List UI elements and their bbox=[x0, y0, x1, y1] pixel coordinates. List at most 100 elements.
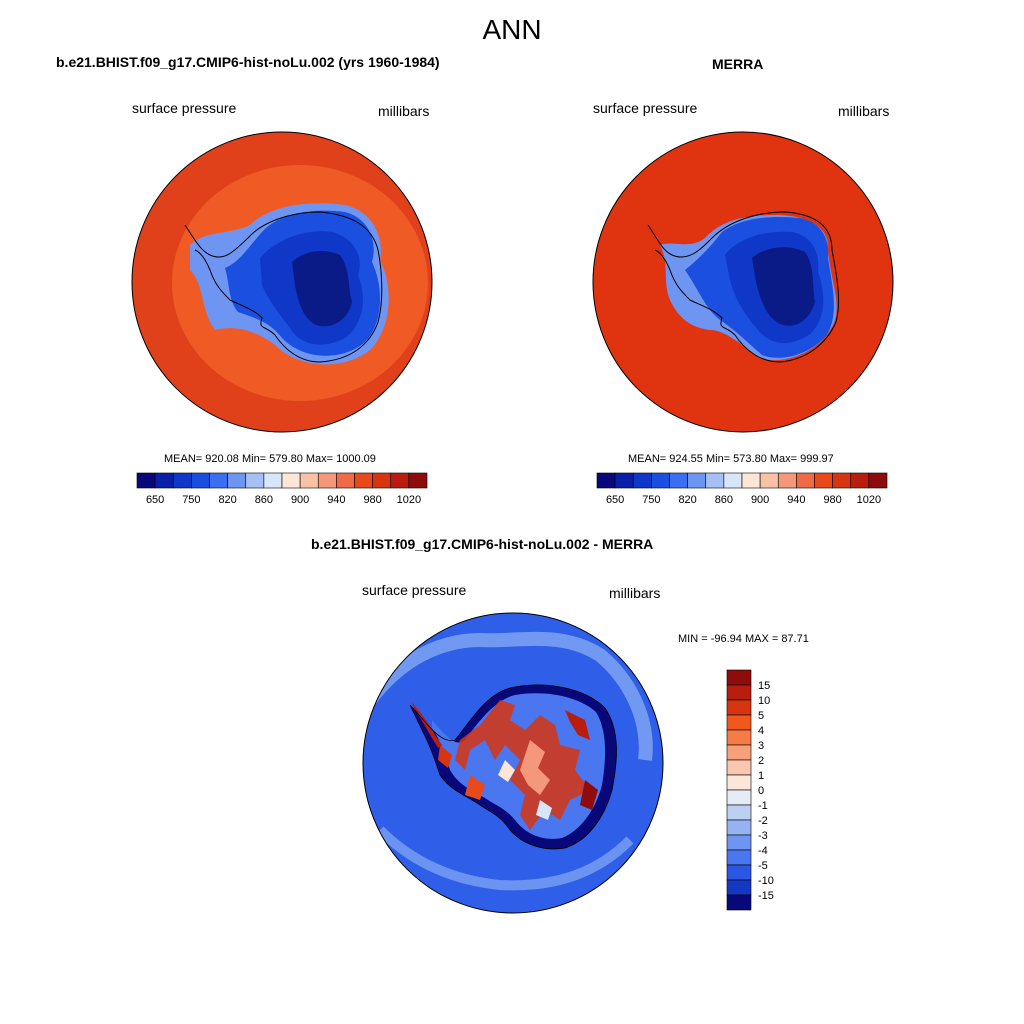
model-colorbar-box bbox=[263, 472, 283, 489]
diff-colorbar-tick-label: 10 bbox=[758, 695, 770, 707]
obs-colorbar-tick-label: 980 bbox=[823, 494, 841, 506]
model-polar-map bbox=[132, 132, 432, 432]
diff-colorbar-tick-label: -2 bbox=[758, 815, 768, 827]
diff-colorbar-tick-label: 3 bbox=[758, 740, 764, 752]
diff-colorbar-box bbox=[726, 879, 752, 896]
model-colorbar-box bbox=[172, 472, 192, 489]
obs-colorbar-tick-label: 820 bbox=[678, 494, 696, 506]
diff-colorbar-box bbox=[726, 819, 752, 836]
model-colorbar-box bbox=[317, 472, 337, 489]
diff-colorbar-box bbox=[726, 744, 752, 761]
diff-colorbar-tick-label: -15 bbox=[758, 890, 774, 902]
obs-colorbar-tick-label: 860 bbox=[715, 494, 733, 506]
diff-colorbar-tick-label: -4 bbox=[758, 845, 768, 857]
model-colorbar: 650 750 820 860 900 940 980 1020 bbox=[136, 472, 428, 506]
obs-colorbar-box bbox=[759, 472, 779, 489]
obs-colorbar-box bbox=[796, 472, 815, 489]
figure-title: ANN bbox=[482, 14, 542, 45]
obs-colorbar-box bbox=[614, 472, 634, 489]
model-colorbar-box bbox=[136, 472, 156, 489]
diff-colorbar-tick-label: -3 bbox=[758, 830, 768, 842]
model-colorbar-tick-label: 1020 bbox=[397, 494, 421, 506]
diff-land-noise bbox=[438, 700, 598, 830]
obs-colorbar-box bbox=[850, 472, 870, 489]
obs-coastline bbox=[647, 211, 840, 363]
diff-colorbar-box bbox=[726, 714, 752, 731]
diff-polar-map bbox=[363, 613, 663, 913]
diff-colorbar-box bbox=[726, 759, 752, 776]
model-colorbar-box bbox=[154, 472, 174, 489]
diff-colorbar-box bbox=[726, 669, 752, 686]
model-colorbar-tick-label: 820 bbox=[218, 494, 236, 506]
model-colorbar-box bbox=[390, 472, 410, 489]
obs-stats: MEAN= 924.55 Min= 573.80 Max= 999.97 bbox=[628, 453, 834, 465]
obs-colorbar-box bbox=[651, 472, 670, 489]
model-colorbar-box bbox=[245, 472, 265, 489]
diff-colorbar-box bbox=[726, 729, 752, 746]
obs-colorbar-box bbox=[705, 472, 725, 489]
obs-colorbar-tick-label: 750 bbox=[642, 494, 660, 506]
diff-colorbar-tick-label: 0 bbox=[758, 785, 764, 797]
diff-colorbar-box bbox=[726, 684, 752, 701]
diff-units-label: millibars bbox=[609, 585, 661, 601]
diff-colorbar-box bbox=[726, 789, 752, 806]
diff-peninsula bbox=[412, 702, 442, 748]
diff-colorbar-box bbox=[726, 834, 752, 851]
model-colorbar-tick-label: 980 bbox=[363, 494, 381, 506]
model-stats: MEAN= 920.08 Min= 579.80 Max= 1000.09 bbox=[164, 453, 376, 465]
diff-ocean-light-band bbox=[364, 631, 653, 761]
diff-colorbar-tick-label: -1 bbox=[758, 800, 768, 812]
diff-colorbar-tick-label: 1 bbox=[758, 770, 764, 782]
obs-colorbar-tick-label: 940 bbox=[787, 494, 805, 506]
diff-coastline bbox=[409, 684, 617, 850]
model-colorbar-tick-label: 860 bbox=[255, 494, 273, 506]
model-colorbar-box bbox=[408, 472, 428, 489]
diff-colorbar-box bbox=[726, 894, 752, 911]
obs-map-border bbox=[592, 131, 894, 433]
model-colorbar-box bbox=[209, 472, 228, 489]
model-variable-label: surface pressure bbox=[132, 100, 237, 116]
obs-colorbar-box bbox=[814, 472, 833, 489]
obs-colorbar-box bbox=[596, 472, 616, 489]
diff-colorbar-tick-label: -5 bbox=[758, 860, 768, 872]
diff-colorbar-tick-label: -10 bbox=[758, 875, 774, 887]
model-colorbar-tick-label: 650 bbox=[146, 494, 164, 506]
model-colorbar-box bbox=[336, 472, 355, 489]
obs-colorbar-box bbox=[777, 472, 797, 489]
diff-colorbar-box bbox=[726, 864, 752, 881]
model-colorbar-box bbox=[281, 472, 301, 489]
obs-colorbar-tick-label: 1020 bbox=[857, 494, 881, 506]
model-ice-plateau-field bbox=[292, 250, 352, 327]
obs-panel-title: MERRA bbox=[712, 56, 764, 72]
diff-colorbar-tick-label: 15 bbox=[758, 680, 770, 692]
diff-map-border bbox=[362, 612, 664, 914]
diff-ocean-light-band-south bbox=[376, 826, 634, 891]
diff-colorbar-box bbox=[726, 849, 752, 866]
model-colorbar-box bbox=[299, 472, 319, 489]
model-colorbar-tick-label: 940 bbox=[327, 494, 345, 506]
obs-colorbar-tick-label: 650 bbox=[606, 494, 624, 506]
model-colorbar-tick-label: 750 bbox=[182, 494, 200, 506]
obs-colorbar-box bbox=[868, 472, 888, 489]
obs-ice-plateau-field bbox=[752, 247, 815, 326]
model-panel-title: b.e21.BHIST.f09_g17.CMIP6-hist-noLu.002 … bbox=[56, 54, 440, 70]
diff-stats: MIN = -96.94 MAX = 87.71 bbox=[678, 633, 809, 645]
diff-panel-title: b.e21.BHIST.f09_g17.CMIP6-hist-noLu.002 … bbox=[311, 536, 654, 552]
model-colorbar-box bbox=[354, 472, 373, 489]
diff-colorbar-box bbox=[726, 699, 752, 716]
obs-polar-map bbox=[593, 132, 893, 432]
model-units-label: millibars bbox=[378, 103, 430, 119]
model-colorbar-box bbox=[227, 472, 247, 489]
diff-colorbar-tick-label: 5 bbox=[758, 710, 764, 722]
diff-colorbar-tick-label: 2 bbox=[758, 755, 764, 767]
diff-variable-label: surface pressure bbox=[362, 582, 467, 598]
obs-colorbar-box bbox=[632, 472, 652, 489]
diff-colorbar-box bbox=[726, 804, 752, 821]
obs-colorbar-box bbox=[832, 472, 852, 489]
model-colorbar-tick-label: 900 bbox=[291, 494, 309, 506]
obs-colorbar-box bbox=[687, 472, 707, 489]
obs-variable-label: surface pressure bbox=[593, 100, 698, 116]
obs-colorbar: 650 750 820 860 900 940 980 1020 bbox=[596, 472, 888, 506]
